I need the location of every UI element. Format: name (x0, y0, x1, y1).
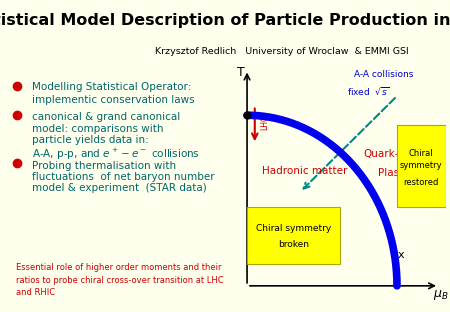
Text: model: comparisons with: model: comparisons with (32, 124, 163, 134)
Text: Probing thermalisation with: Probing thermalisation with (32, 161, 176, 171)
Text: fixed  $\sqrt{s}$: fixed $\sqrt{s}$ (347, 85, 390, 97)
Text: implementic conservation laws: implementic conservation laws (32, 95, 194, 105)
Text: A-A, p-p, and $e^+ - e^-$ collisions: A-A, p-p, and $e^+ - e^-$ collisions (32, 147, 199, 162)
Text: Plasma: Plasma (378, 168, 416, 178)
Text: Chiral symmetry: Chiral symmetry (256, 224, 331, 233)
Text: Modelling Statistical Operator:: Modelling Statistical Operator: (32, 82, 191, 92)
Text: symmetry: symmetry (400, 161, 442, 170)
Text: T: T (237, 66, 244, 79)
Text: Essential role of higher order moments and their
ratios to probe chiral cross-ov: Essential role of higher order moments a… (16, 263, 223, 297)
Text: fluctuations  of net baryon number: fluctuations of net baryon number (32, 172, 214, 182)
Text: Hadronic matter: Hadronic matter (262, 165, 347, 176)
Text: x: x (397, 251, 404, 261)
Text: LHC: LHC (260, 115, 269, 130)
Text: particle yields data in:: particle yields data in: (32, 135, 148, 145)
FancyBboxPatch shape (397, 125, 446, 207)
FancyBboxPatch shape (247, 207, 340, 264)
Text: $\mu_B$: $\mu_B$ (433, 288, 449, 302)
Text: Quark-Gluon: Quark-Gluon (364, 149, 430, 159)
Text: restored: restored (404, 178, 439, 187)
Text: Krzysztof Redlich   University of Wroclaw  & EMMI GSI: Krzysztof Redlich University of Wroclaw … (155, 47, 409, 56)
Text: model & experiment  (STAR data): model & experiment (STAR data) (32, 183, 206, 193)
Text: A-A collisions: A-A collisions (354, 70, 414, 79)
Text: Statistical Model Description of Particle Production in HIC: Statistical Model Description of Particl… (0, 13, 450, 28)
Text: canonical & grand canonical: canonical & grand canonical (32, 112, 180, 122)
Text: Chiral: Chiral (409, 149, 433, 158)
Text: broken: broken (278, 241, 309, 250)
